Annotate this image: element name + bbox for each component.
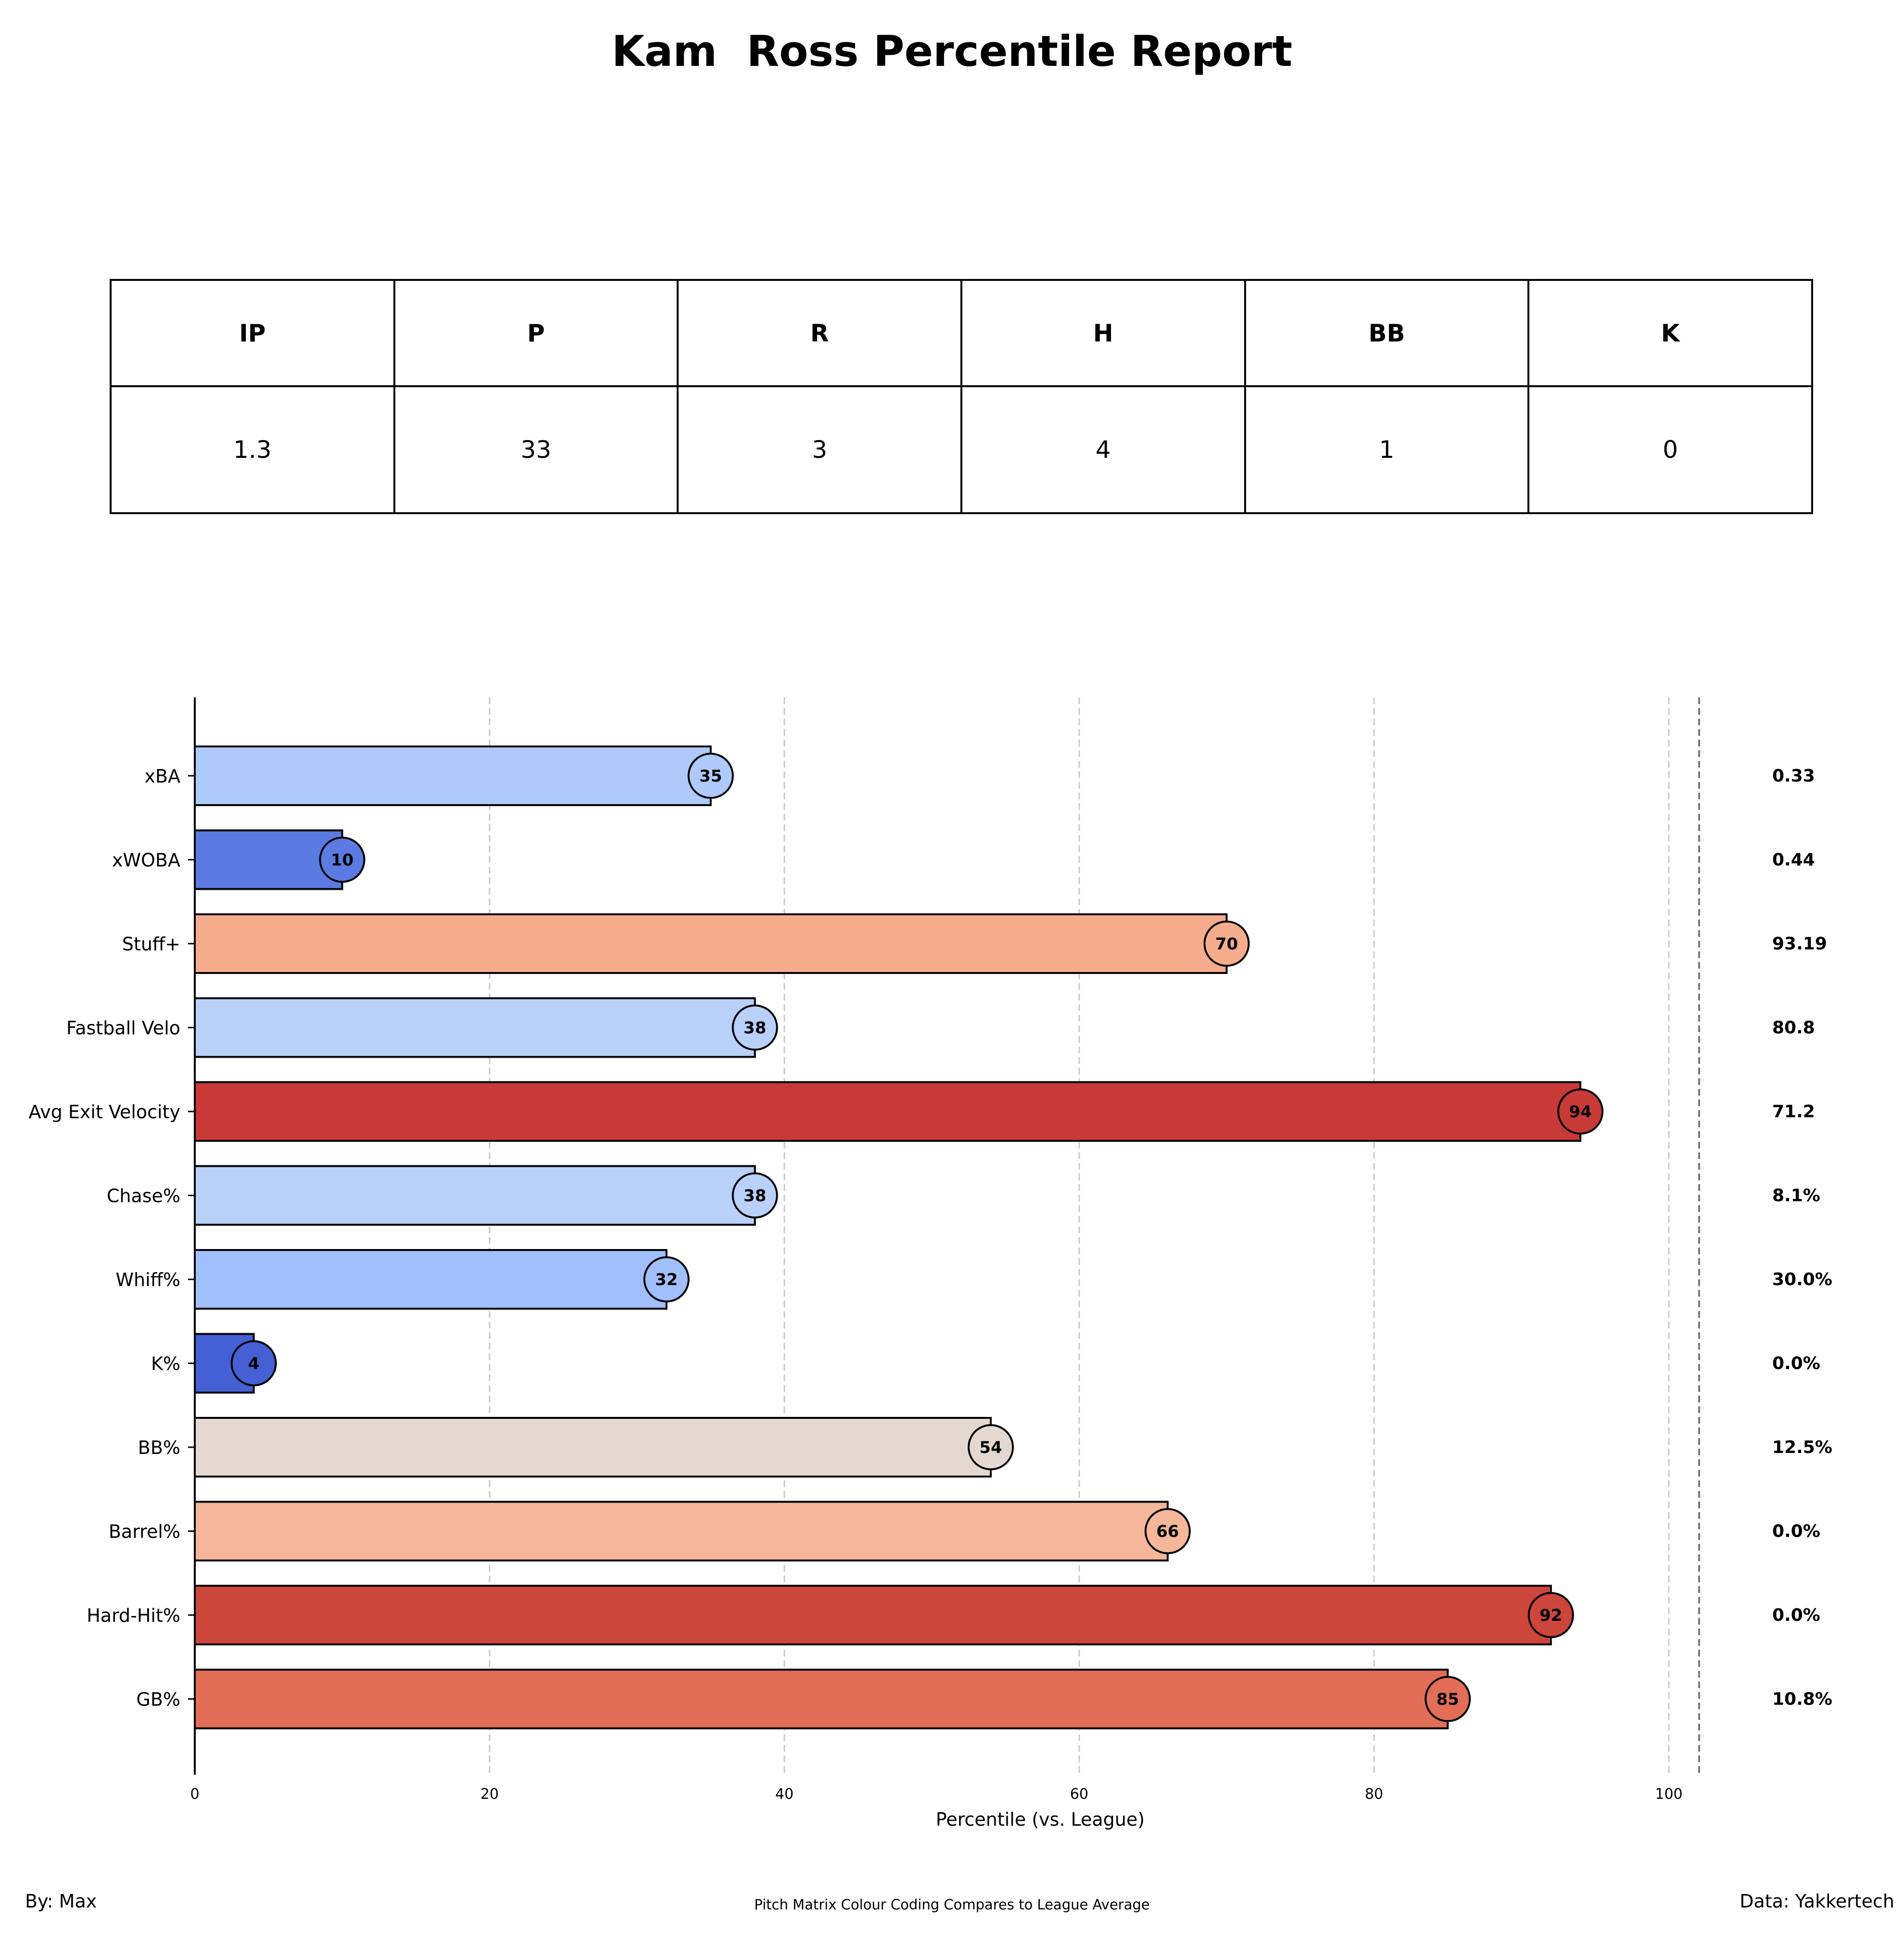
raw-value-xwoba: 0.44 bbox=[1772, 850, 1815, 870]
bar-hard-hit bbox=[194, 1585, 1552, 1645]
category-label-barrel: Barrel% bbox=[109, 1521, 180, 1542]
bar-bb bbox=[194, 1417, 992, 1478]
percentile-label-bb: 54 bbox=[979, 1438, 1002, 1457]
category-label-whiff: Whiff% bbox=[115, 1269, 180, 1290]
percentile-label-hard-hit: 92 bbox=[1539, 1606, 1562, 1625]
percentile-label-avg-exit-velocity: 94 bbox=[1569, 1102, 1591, 1122]
bar-stuff bbox=[194, 913, 1228, 974]
axes: xBA xWOBA Stuff+ Fastball Velo Avg Exit Velo… bbox=[28, 697, 1683, 1803]
footer-credit: By: Max bbox=[25, 1891, 97, 1912]
raw-value-bb: 12.5% bbox=[1772, 1438, 1832, 1457]
percentile-label-barrel: 66 bbox=[1156, 1522, 1179, 1541]
marker-fastball-velo bbox=[731, 1004, 778, 1051]
percentile-label-xwoba: 10 bbox=[331, 851, 353, 870]
raw-value-fastball-velo: 80.8 bbox=[1772, 1018, 1815, 1038]
marker-xba bbox=[687, 753, 734, 799]
raw-value-chase: 8.1% bbox=[1772, 1186, 1820, 1206]
stat-header-p: P bbox=[393, 279, 679, 387]
x-tick-label-100: 100 bbox=[1655, 1786, 1682, 1803]
stat-value-h: 4 bbox=[960, 385, 1246, 514]
raw-value-barrel: 0.0% bbox=[1772, 1522, 1820, 1541]
category-label-gb: GB% bbox=[136, 1689, 180, 1710]
raw-value-gb: 10.8% bbox=[1772, 1690, 1832, 1709]
bar-xwoba bbox=[194, 829, 343, 890]
bar-fastball-velo bbox=[194, 997, 756, 1058]
stat-value-p: 33 bbox=[393, 385, 679, 514]
bar-gb bbox=[194, 1668, 1449, 1730]
percentile-label-fastball-velo: 38 bbox=[744, 1019, 766, 1038]
stat-header-bb: BB bbox=[1244, 279, 1530, 387]
stat-header-h: H bbox=[960, 279, 1246, 387]
bar-xba bbox=[194, 745, 712, 806]
x-tick-label-40: 40 bbox=[775, 1786, 794, 1803]
category-label-fastball-velo: Fastball Velo bbox=[66, 1018, 180, 1039]
marker-barrel bbox=[1144, 1508, 1191, 1554]
percentile-label-gb: 85 bbox=[1437, 1690, 1459, 1709]
marker-xwoba bbox=[319, 836, 366, 883]
bar-series: 35 0.33 10 0.44 70 93.19 38 80.8 94 71.2 38 8.1% 32 3… bbox=[194, 745, 1832, 1730]
stat-value-bb: 1 bbox=[1244, 385, 1530, 514]
marker-chase bbox=[731, 1172, 778, 1219]
bar-avg-exit-velocity bbox=[194, 1081, 1582, 1142]
raw-value-k: 0.0% bbox=[1772, 1354, 1820, 1374]
stats-table: IP P R H BB K 1.3 33 3 4 1 0 bbox=[110, 279, 1813, 514]
stats-header-row: IP P R H BB K bbox=[110, 279, 1813, 387]
marker-avg-exit-velocity bbox=[1557, 1088, 1604, 1135]
marker-whiff bbox=[643, 1256, 690, 1302]
marker-hard-hit bbox=[1527, 1592, 1574, 1638]
x-tick-label-0: 0 bbox=[190, 1786, 199, 1803]
percentile-label-stuff: 70 bbox=[1215, 935, 1238, 954]
page-title: Kam Ross Percentile Report bbox=[611, 26, 1293, 76]
stat-value-ip: 1.3 bbox=[110, 385, 395, 514]
stat-value-r: 3 bbox=[677, 385, 962, 514]
marker-bb bbox=[968, 1424, 1014, 1470]
percentile-label-chase: 38 bbox=[744, 1187, 766, 1206]
stat-value-k: 0 bbox=[1527, 385, 1813, 514]
category-label-hard-hit: Hard-Hit% bbox=[87, 1605, 180, 1626]
percentile-label-k: 4 bbox=[248, 1354, 260, 1374]
footer-data-source: Data: Yakkertech bbox=[1740, 1891, 1894, 1912]
category-label-chase: Chase% bbox=[107, 1186, 180, 1207]
category-label-stuff: Stuff+ bbox=[122, 934, 180, 955]
footer-note: Pitch Matrix Colour Coding Compares to L… bbox=[754, 1896, 1150, 1913]
category-label-bb: BB% bbox=[138, 1437, 180, 1458]
percentile-bar-chart: 35 0.33 10 0.44 70 93.19 38 80.8 94 71.2 38 8.1% 32 3… bbox=[28, 697, 1832, 1830]
stat-header-k: K bbox=[1527, 279, 1813, 387]
bar-barrel bbox=[194, 1501, 1169, 1562]
raw-value-xba: 0.33 bbox=[1772, 766, 1815, 786]
raw-value-hard-hit: 0.0% bbox=[1772, 1605, 1820, 1625]
x-axis-title: Percentile (vs. League) bbox=[936, 1809, 1145, 1830]
raw-value-stuff: 93.19 bbox=[1772, 934, 1827, 954]
category-label-k: K% bbox=[151, 1353, 180, 1375]
x-tick-label-60: 60 bbox=[1070, 1786, 1088, 1803]
bar-whiff bbox=[194, 1249, 668, 1310]
x-tick-label-20: 20 bbox=[480, 1786, 499, 1803]
bar-chase bbox=[194, 1165, 756, 1226]
stats-value-row: 1.3 33 3 4 1 0 bbox=[110, 385, 1813, 514]
stat-header-r: R bbox=[677, 279, 962, 387]
percentile-label-xba: 35 bbox=[699, 767, 722, 786]
x-tick-label-80: 80 bbox=[1365, 1786, 1383, 1803]
stat-header-ip: IP bbox=[110, 279, 395, 387]
marker-k bbox=[230, 1340, 277, 1387]
category-label-xba: xBA bbox=[144, 766, 180, 787]
percentile-label-whiff: 32 bbox=[655, 1270, 678, 1289]
raw-value-avg-exit-velocity: 71.2 bbox=[1772, 1102, 1815, 1122]
category-label-xwoba: xWOBA bbox=[112, 850, 180, 871]
marker-gb bbox=[1425, 1676, 1471, 1722]
raw-value-whiff: 30.0% bbox=[1772, 1270, 1832, 1289]
category-label-avg-exit-velocity: Avg Exit Velocity bbox=[28, 1101, 180, 1123]
marker-stuff bbox=[1203, 921, 1250, 967]
